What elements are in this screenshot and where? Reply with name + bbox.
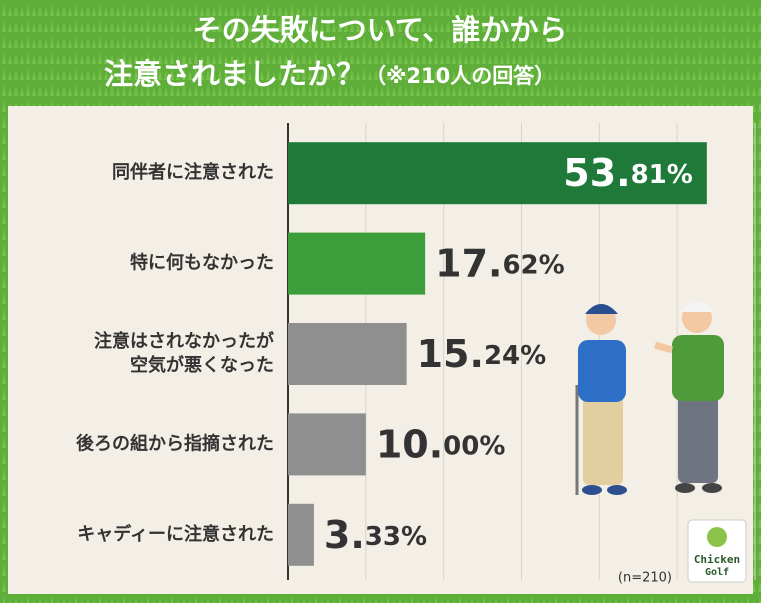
note: (n=210) <box>618 571 672 586</box>
logo-text: Golf <box>705 567 729 578</box>
logo-text: Chicken <box>694 553 740 566</box>
value-label: 15.24% <box>417 332 547 376</box>
bar <box>288 142 707 205</box>
value-label: 3.33% <box>324 512 427 556</box>
x-tick-label: キャディーに注意された <box>77 523 274 545</box>
bar <box>288 232 426 295</box>
bar <box>288 323 407 385</box>
chart-title: 注意されましたか？ <box>104 57 365 91</box>
logo-mark <box>707 527 727 547</box>
x-tick-label: 特に何もなかった <box>130 252 274 274</box>
illustration <box>575 302 724 495</box>
value-label: 17.62% <box>435 241 565 285</box>
value-label: 53.81% <box>563 151 693 195</box>
plot: 同伴者に注意された 53.81% 特に何もなかった 17.62% 注意はされなかったが空… <box>76 123 756 580</box>
x-tick-label: 後ろの組から指摘された <box>76 432 274 454</box>
chart-subtitle: （※210人の回答） <box>365 64 555 88</box>
bar <box>288 413 366 476</box>
logo <box>687 519 747 583</box>
x-tick-label: 同伴者に注意された <box>112 161 274 183</box>
chart-title: その失敗について、誰かから <box>193 13 568 47</box>
x-tick-label: 注意はされなかったが空気が悪くなった <box>94 330 274 376</box>
value-label: 10.00% <box>376 422 506 466</box>
bar <box>288 503 314 566</box>
